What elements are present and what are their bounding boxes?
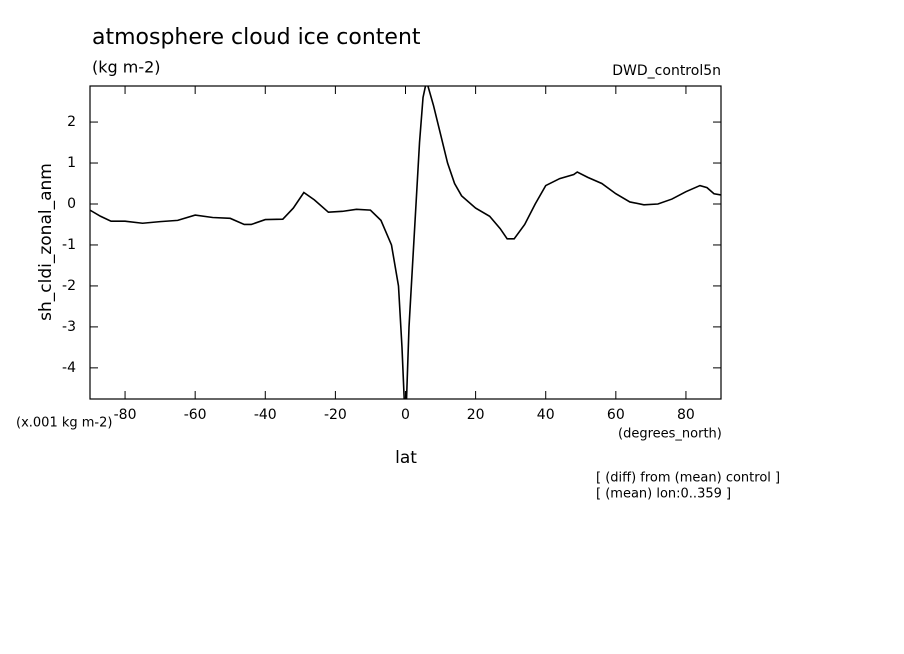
x-tick-label: 0 (401, 407, 410, 423)
y-axis-label: sh_cldi_zonal_anm (36, 163, 56, 321)
chart-title: atmosphere cloud ice content (92, 25, 421, 50)
x-tick-label: -20 (324, 407, 347, 423)
dataset-label: DWD_control5n (612, 63, 721, 79)
chart-subtitle: (kg m-2) (92, 58, 161, 77)
plot-frame (89, 85, 722, 400)
x-tick-label: 40 (537, 407, 555, 423)
x-tick-label: -60 (184, 407, 207, 423)
x-tick-label: -40 (254, 407, 277, 423)
annotation: [ (diff) from (mean) control ] (596, 471, 780, 486)
data-line (90, 86, 721, 399)
x-axis-label: lat (395, 448, 417, 468)
y-tick-label: 0 (67, 196, 76, 212)
annotation: [ (mean) lon:0..359 ] (596, 487, 731, 502)
x-tick-label: 80 (677, 407, 695, 423)
x-tick-label: -80 (114, 407, 137, 423)
y-tick-label: -1 (62, 237, 76, 253)
y-units: (x.001 kg m-2) (16, 416, 112, 431)
x-tick-label: 20 (467, 407, 485, 423)
y-tick-label: -2 (62, 278, 76, 294)
y-tick-label: -4 (62, 360, 76, 376)
x-units: (degrees_north) (618, 427, 722, 442)
y-tick-label: 2 (67, 114, 76, 130)
y-tick-label: 1 (67, 155, 76, 171)
y-tick-label: -3 (62, 319, 76, 335)
x-tick-label: 60 (607, 407, 625, 423)
